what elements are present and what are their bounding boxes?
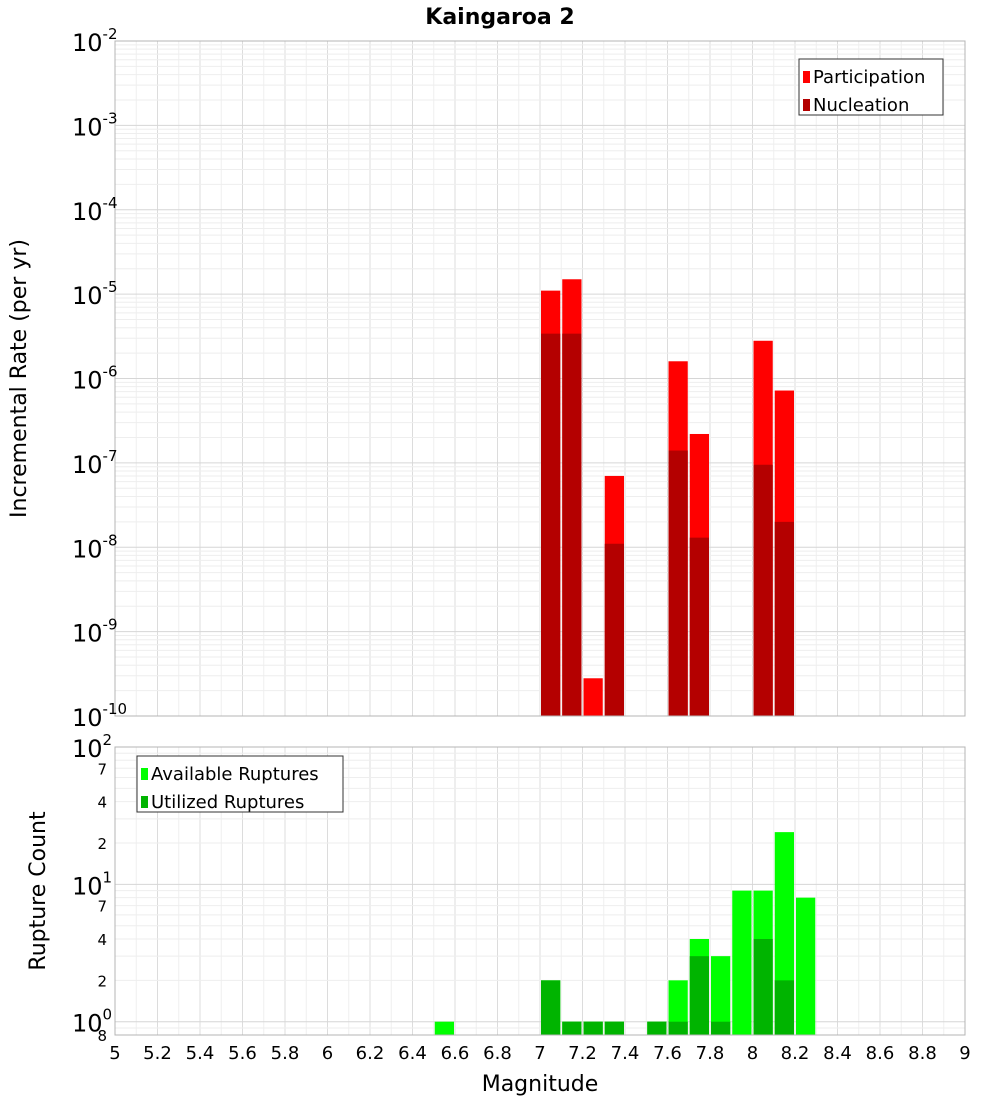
bottom-plot-frame: [114, 746, 966, 1036]
x-tick-label: 7.2: [568, 1043, 597, 1064]
bar-utilized-ruptures: [774, 980, 794, 1035]
bar-available-ruptures: [732, 890, 752, 1035]
y-minor-tick-label: 4: [97, 931, 107, 949]
x-tick-label: 6.4: [398, 1043, 427, 1064]
bar-nucleation: [689, 537, 709, 716]
top-panel-legend: Participation Nucleation: [798, 58, 944, 116]
x-tick-label: 7: [534, 1043, 545, 1064]
x-tick-label: 7.4: [611, 1043, 640, 1064]
bar-utilized-ruptures: [689, 956, 709, 1035]
y-minor-tick-label: 7: [97, 760, 107, 778]
legend-box: [136, 755, 344, 813]
bar-nucleation: [774, 521, 794, 716]
x-tick-label: 6.6: [441, 1043, 470, 1064]
bar-nucleation: [753, 464, 773, 716]
y-tick-label: 10-7: [72, 447, 118, 479]
bar-utilized-ruptures: [668, 1021, 688, 1035]
x-tick-label: 5.4: [186, 1043, 215, 1064]
x-tick-label: 8.4: [823, 1043, 852, 1064]
y-tick-label: 10-2: [72, 25, 118, 57]
bar-participation: [583, 678, 603, 716]
y-minor-tick-label: 4: [97, 794, 107, 812]
y-tick-label: 10-3: [72, 109, 118, 141]
x-tick-label: 6.2: [356, 1043, 385, 1064]
bar-nucleation: [541, 333, 561, 716]
x-tick-label: 7.6: [653, 1043, 682, 1064]
x-tick-label: 6.8: [483, 1043, 512, 1064]
legend-label: Utilized Ruptures: [151, 792, 304, 813]
bar-utilized-ruptures: [711, 1021, 731, 1035]
legend-label: Participation: [813, 67, 925, 88]
y-tick-label: 10-9: [72, 616, 118, 648]
bar-available-ruptures: [668, 980, 688, 1035]
legend-label: Nucleation: [813, 95, 909, 116]
x-tick-label: 5.8: [271, 1043, 300, 1064]
y-minor-tick-label: 2: [97, 972, 107, 990]
y-minor-tick-label: 2: [97, 835, 107, 853]
x-tick-label: 9: [959, 1043, 970, 1064]
bar-utilized-ruptures: [583, 1021, 603, 1035]
x-tick-label: 5.2: [143, 1043, 172, 1064]
bar-utilized-ruptures: [647, 1021, 667, 1035]
top-plot-frame: [114, 40, 966, 717]
x-axis-label: Magnitude: [482, 1072, 599, 1097]
y-minor-tick-label: 8: [97, 1027, 107, 1045]
x-tick-label: 8.8: [908, 1043, 937, 1064]
legend-swatch-participation: [803, 71, 810, 83]
top-panel-bars: [541, 279, 794, 716]
y-tick-label: 102: [72, 731, 112, 763]
x-tick-label: 7.8: [696, 1043, 725, 1064]
x-tick-label: 8.6: [866, 1043, 895, 1064]
top-y-axis-label: Incremental Rate (per yr): [7, 239, 32, 518]
y-minor-tick-label: 7: [97, 898, 107, 916]
bar-utilized-ruptures: [541, 980, 561, 1035]
x-tick-label: 5: [109, 1043, 120, 1064]
y-tick-label: 101: [72, 868, 112, 900]
top-panel-grid: [114, 41, 966, 717]
bar-utilized-ruptures: [753, 939, 773, 1035]
bar-nucleation: [604, 543, 624, 716]
bar-available-ruptures: [434, 1021, 454, 1035]
bar-utilized-ruptures: [604, 1021, 624, 1035]
y-tick-label: 10-4: [72, 194, 118, 226]
bar-utilized-ruptures: [562, 1021, 582, 1035]
legend-label: Available Ruptures: [151, 764, 319, 785]
y-tick-label: 10-5: [72, 278, 118, 310]
bottom-panel-bars: [434, 832, 816, 1035]
legend-swatch-utilized-ruptures: [141, 796, 148, 808]
y-tick-label: 100: [72, 1006, 112, 1038]
legend-swatch-nucleation: [803, 99, 810, 111]
bar-nucleation: [668, 450, 688, 716]
bar-available-ruptures: [796, 897, 816, 1035]
x-tick-label: 8: [747, 1043, 758, 1064]
bottom-y-axis-label: Rupture Count: [26, 811, 51, 971]
x-tick-label: 8.2: [781, 1043, 810, 1064]
legend-swatch-available-ruptures: [141, 768, 148, 780]
bottom-panel-legend: Available Ruptures Utilized Ruptures: [136, 755, 344, 813]
bar-nucleation: [562, 333, 582, 716]
y-tick-label: 10-6: [72, 363, 118, 395]
y-tick-label: 10-8: [72, 531, 118, 563]
x-tick-label: 5.6: [228, 1043, 257, 1064]
legend-box: [798, 58, 944, 116]
x-tick-label: 6: [322, 1043, 333, 1064]
y-tick-label: 10-10: [72, 700, 127, 732]
chart-title: Kaingaroa 2: [425, 5, 574, 30]
bar-available-ruptures: [711, 956, 731, 1035]
